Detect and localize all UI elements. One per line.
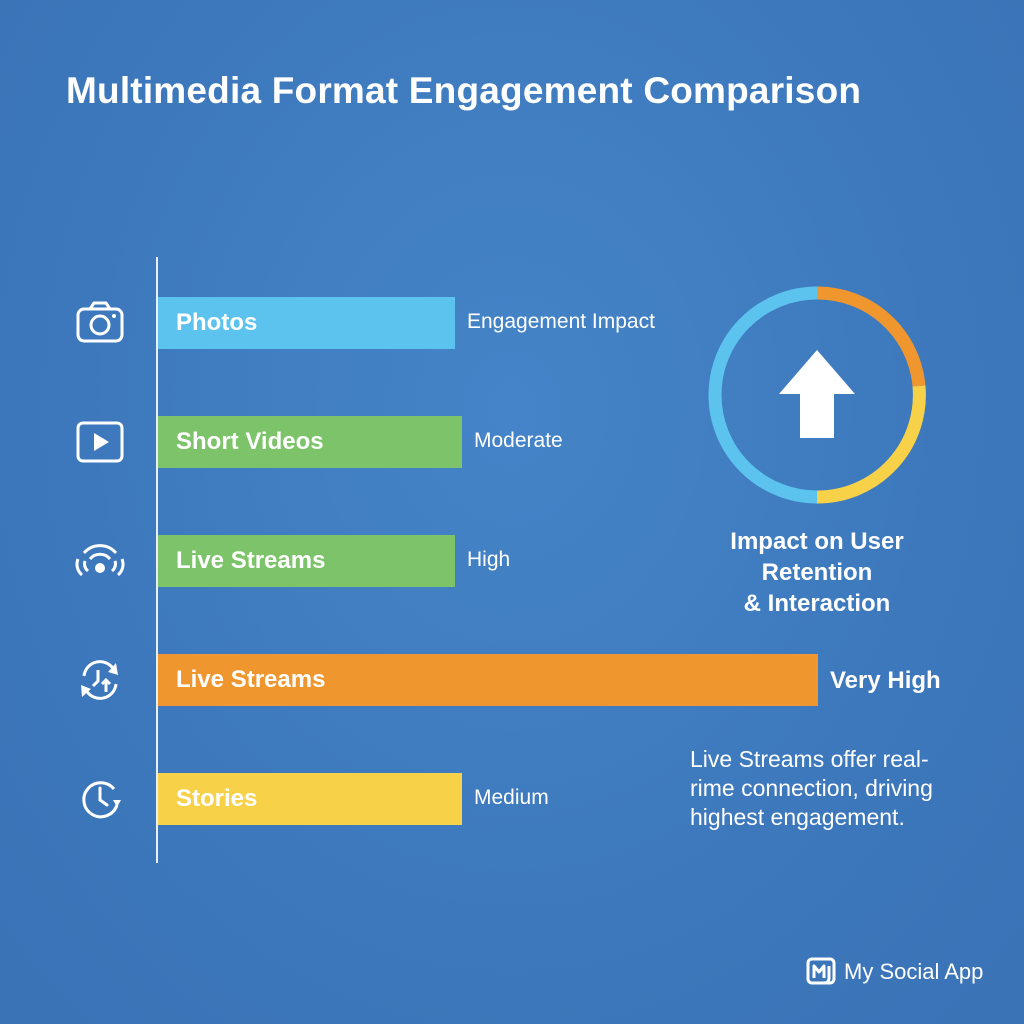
bar-label: Stories (176, 785, 258, 812)
bar-label: Photos (176, 309, 258, 336)
insight-note: Live Streams offer real- rime connection… (690, 745, 990, 832)
bar-short-videos: Short Videos (158, 416, 462, 468)
ring-graphic (708, 286, 926, 504)
app-logo-icon (806, 956, 838, 988)
bar-value-label: Moderate (474, 429, 563, 452)
bar-value-label: Engagement Impact (467, 310, 655, 333)
bar-label: Live Streams (176, 666, 326, 693)
ring-caption: Impact on User Retention & Interaction (700, 526, 934, 619)
note-line: rime connection, driving (690, 775, 933, 801)
bar-value-label: Medium (474, 786, 549, 809)
broadcast-icon (70, 531, 130, 591)
note-line: highest engagement. (690, 804, 905, 830)
chart-title: Multimedia Format Engagement Comparison (66, 70, 862, 111)
ring-caption-line: Retention (761, 559, 873, 586)
bar-live-streams: Live Streams (158, 654, 818, 706)
ring-segment-blue (708, 286, 818, 504)
bar-label: Short Videos (176, 428, 324, 455)
bar-label: Live Streams (176, 547, 326, 574)
camera-icon (70, 293, 130, 353)
clock-icon (70, 769, 130, 829)
axis-line (156, 257, 158, 863)
sync-arrows-icon (70, 650, 130, 710)
play-icon (70, 412, 130, 472)
note-line: Live Streams offer real- (690, 746, 929, 772)
ring-caption-line: & Interaction (743, 590, 891, 617)
bar-value-label: Very High (830, 667, 941, 694)
bar-stories: Stories (158, 773, 462, 825)
ring-segment-yellow (816, 385, 926, 504)
bar-live-streams: Live Streams (158, 535, 455, 587)
bar-value-label: High (467, 548, 511, 571)
ring-segment-orange (816, 286, 926, 387)
retention-ring (708, 286, 926, 504)
brand-name: My Social App (844, 959, 984, 984)
up-arrow-icon (779, 350, 855, 438)
bar-photos: Photos (158, 297, 455, 349)
brand-footer: My Social App (806, 956, 983, 988)
ring-caption-line: Impact on User (730, 528, 904, 555)
